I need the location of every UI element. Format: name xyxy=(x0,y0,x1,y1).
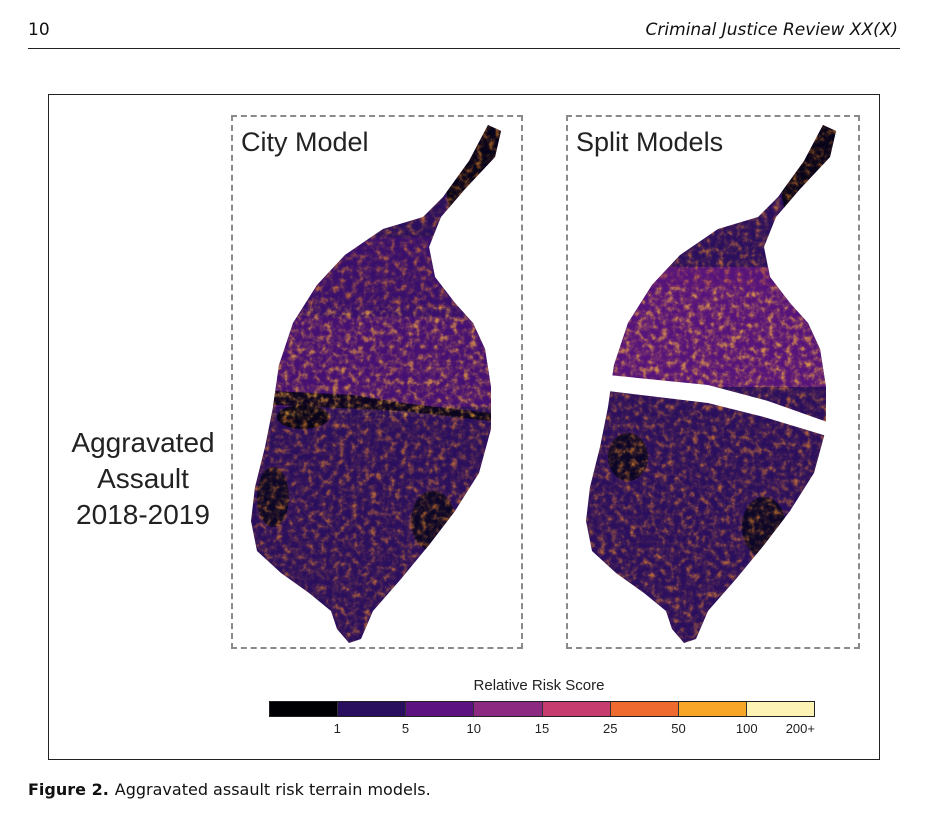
row-label-line-1: Aggravated xyxy=(71,427,215,458)
row-label-line-2: Assault xyxy=(97,463,189,494)
legend-tick-label: 50 xyxy=(671,721,686,736)
legend-segment xyxy=(610,702,679,716)
legend-tick-label: 1 xyxy=(333,721,341,736)
legend-segment xyxy=(678,702,747,716)
legend-segment xyxy=(474,702,543,716)
split-models-title: Split Models xyxy=(576,127,724,157)
legend-ticks: 1 5 10 15 25 50 100 200+ xyxy=(269,721,815,739)
city-model-panel: City Model xyxy=(231,115,523,649)
caption-label: Figure 2. xyxy=(28,780,109,799)
row-label: Aggravated Assault 2018-2019 xyxy=(63,425,223,533)
page-number: 10 xyxy=(28,20,50,40)
city-model-map xyxy=(251,125,501,643)
legend-tick-label: 10 xyxy=(466,721,481,736)
legend-segment xyxy=(338,702,407,716)
journal-title: Criminal Justice Review XX(X) xyxy=(645,20,898,40)
legend-segment xyxy=(542,702,611,716)
legend-tick-label: 25 xyxy=(603,721,618,736)
legend-tick-label: 15 xyxy=(534,721,550,736)
legend-title: Relative Risk Score xyxy=(473,677,605,694)
legend-colorbar xyxy=(269,701,815,717)
row-label-line-3: 2018-2019 xyxy=(76,499,210,530)
caption-text: Aggravated assault risk terrain models. xyxy=(114,780,431,799)
legend-tick-label: 5 xyxy=(401,721,410,736)
figure-frame: Aggravated Assault 2018-2019 xyxy=(48,94,880,760)
legend-segment xyxy=(270,702,339,716)
city-risk-surface xyxy=(251,125,501,643)
split-models-panel: Split Models xyxy=(566,115,860,649)
page-header: 10 Criminal Justice Review XX(X) xyxy=(28,18,900,49)
legend-segment xyxy=(746,702,814,716)
split-divider-gap xyxy=(608,375,830,437)
legend-tick-label: 100 xyxy=(735,721,758,736)
legend-segment xyxy=(406,702,475,716)
split-models-map xyxy=(586,125,836,643)
figure-caption: Figure 2. Aggravated assault risk terrain… xyxy=(28,780,431,799)
city-model-title: City Model xyxy=(241,127,369,157)
legend-tick-label: 200+ xyxy=(785,721,815,736)
